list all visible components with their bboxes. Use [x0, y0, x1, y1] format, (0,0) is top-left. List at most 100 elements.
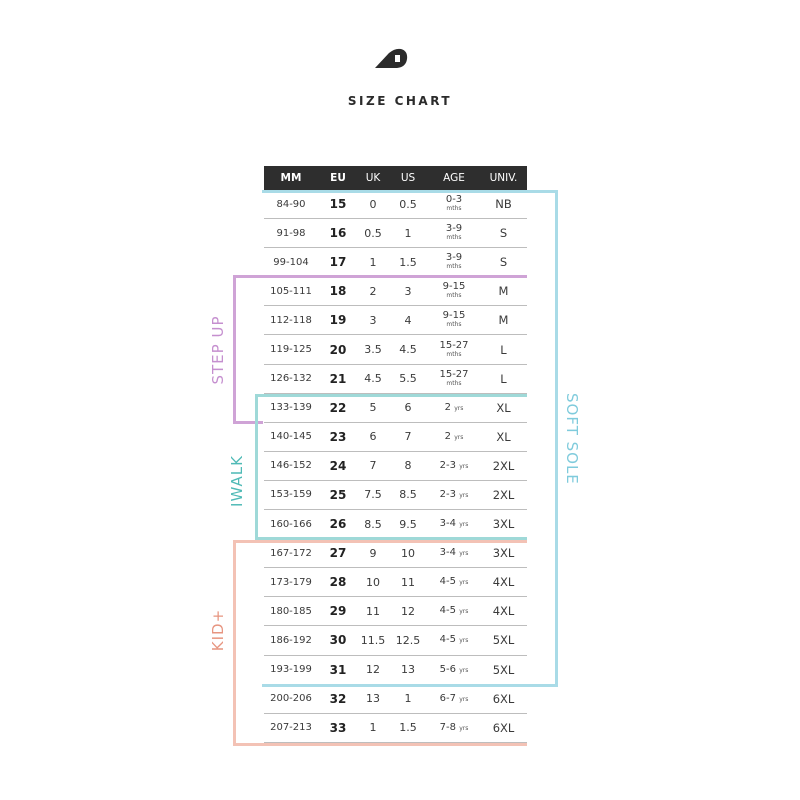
cell-mm: 126-132: [270, 373, 312, 385]
cell-age: 15-27 mths: [428, 339, 480, 359]
age-unit: yrs: [459, 521, 469, 529]
cell-mm: 119-125: [270, 344, 312, 356]
cell-univ: NB: [495, 197, 512, 212]
cell-age: 0-3 mths: [428, 195, 480, 213]
cell-univ: 5XL: [492, 662, 515, 677]
cell-mm: 173-179: [270, 576, 312, 588]
cell-uk: 1: [369, 721, 377, 735]
cell-us: 1: [404, 692, 412, 706]
age-unit: yrs: [459, 666, 469, 674]
table-row: 173-179 28 10 11 4-5 yrs 4XL: [264, 568, 527, 598]
cell-age: 7-8 yrs: [428, 721, 480, 733]
age-range: 3-4: [439, 518, 456, 530]
kid-plus-label: KID+: [209, 608, 227, 652]
cell-eu: 15: [329, 197, 347, 212]
cell-univ: XL: [496, 400, 511, 415]
age-range: 9-15: [442, 310, 466, 322]
cell-univ: 4XL: [492, 575, 515, 590]
age-unit: mths: [446, 350, 462, 358]
cell-mm: 167-172: [270, 547, 312, 559]
cell-eu: 17: [329, 255, 347, 270]
cell-uk: 12: [366, 663, 380, 677]
table-row: 180-185 29 11 12 4-5 yrs 4XL: [264, 597, 527, 627]
cell-us: 10: [401, 546, 415, 560]
table-row: 146-152 24 7 8 2-3 yrs 2XL: [264, 452, 527, 481]
cell-mm: 140-145: [270, 431, 312, 443]
cell-mm: 99-104: [273, 256, 309, 268]
age-unit: yrs: [454, 433, 464, 441]
cell-eu: 16: [329, 226, 347, 241]
cell-us: 8.5: [399, 488, 417, 502]
cell-uk: 11.5: [360, 633, 386, 647]
cell-univ: 6XL: [492, 691, 515, 706]
cell-us: 12.5: [395, 633, 421, 647]
cell-age: 3-9 mths: [428, 224, 480, 242]
column-header-uk: UK: [365, 172, 381, 184]
column-header-mm: MM: [280, 172, 302, 184]
cell-uk: 8.5: [364, 517, 382, 531]
table-row: 126-132 21 4.5 5.5 15-27 mths L: [264, 365, 527, 394]
cell-age: 3-9 mths: [428, 253, 480, 271]
cell-us: 13: [401, 663, 415, 677]
age-range: 9-15: [442, 281, 466, 293]
cell-us: 4.5: [399, 343, 417, 357]
age-range: 2: [444, 401, 452, 413]
cell-mm: 160-166: [270, 518, 312, 530]
cell-age: 2-3 yrs: [428, 460, 480, 471]
age-range: 6-7: [439, 692, 456, 704]
cell-uk: 3.5: [364, 343, 382, 357]
cell-univ: 2XL: [492, 458, 515, 473]
cell-uk: 9: [369, 546, 377, 560]
cell-mm: 146-152: [270, 460, 312, 472]
cell-age: 2 yrs: [428, 401, 480, 413]
age-unit: yrs: [454, 404, 464, 412]
cell-univ: XL: [496, 429, 511, 444]
age-unit: yrs: [459, 724, 469, 732]
cell-age: 3-4 yrs: [428, 548, 480, 558]
page-title: SIZE CHART: [347, 94, 453, 108]
age-range: 15-27: [439, 339, 469, 351]
cell-uk: 0: [369, 197, 377, 211]
table-row: 119-125 20 3.5 4.5 15-27 mths L: [264, 335, 527, 365]
cell-mm: 180-185: [270, 605, 312, 617]
table-row: 167-172 27 9 10 3-4 yrs 3XL: [264, 539, 527, 569]
age-range: 3-9: [445, 252, 463, 264]
cell-univ: S: [499, 255, 508, 270]
cell-uk: 0.5: [364, 226, 382, 240]
cell-age: 5-6 yrs: [428, 664, 480, 675]
step-up-bracket-bottom: [233, 421, 263, 424]
cell-eu: 21: [329, 371, 347, 386]
age-range: 3-4: [439, 547, 456, 559]
step-up-label: STEP UP: [209, 315, 227, 385]
kid-plus-bracket: [233, 540, 527, 746]
age-unit: yrs: [459, 491, 469, 499]
age-range: 0-3: [445, 194, 463, 206]
cell-age: 9-15 mths: [428, 311, 480, 329]
cell-age: 2 yrs: [428, 431, 480, 442]
cell-eu: 24: [329, 458, 347, 473]
cell-univ: 2XL: [492, 487, 515, 502]
cell-univ: 4XL: [492, 604, 515, 619]
age-unit: yrs: [459, 695, 469, 703]
step-up-bracket: [233, 275, 527, 424]
cell-age: 4-5 yrs: [428, 635, 480, 645]
cell-mm: 193-199: [270, 664, 312, 676]
age-range: 7-8: [439, 721, 456, 733]
cell-age: 15-27 mths: [428, 369, 480, 388]
table-row: 105-111 18 2 3 9-15 mths M: [264, 277, 527, 307]
table-header: MM EU UK US AGE UNIV.: [264, 166, 527, 190]
cell-us: 1: [404, 226, 412, 240]
table-row: 112-118 19 3 4 9-15 mths M: [264, 306, 527, 336]
cell-eu: 25: [329, 487, 347, 502]
cell-univ: 5XL: [492, 633, 515, 648]
cell-us: 12: [401, 604, 415, 618]
age-unit: yrs: [459, 550, 469, 558]
cell-univ: 3XL: [492, 546, 515, 561]
cell-age: 9-15 mths: [428, 282, 480, 300]
soft-sole-label: SOFT SOLE: [563, 393, 581, 485]
cell-eu: 30: [329, 633, 347, 648]
age-unit: mths: [446, 234, 462, 242]
cell-univ: M: [498, 313, 509, 328]
table-row: 207-213 33 1 1.5 7-8 yrs 6XL: [264, 714, 527, 743]
cell-us: 9.5: [399, 517, 417, 531]
